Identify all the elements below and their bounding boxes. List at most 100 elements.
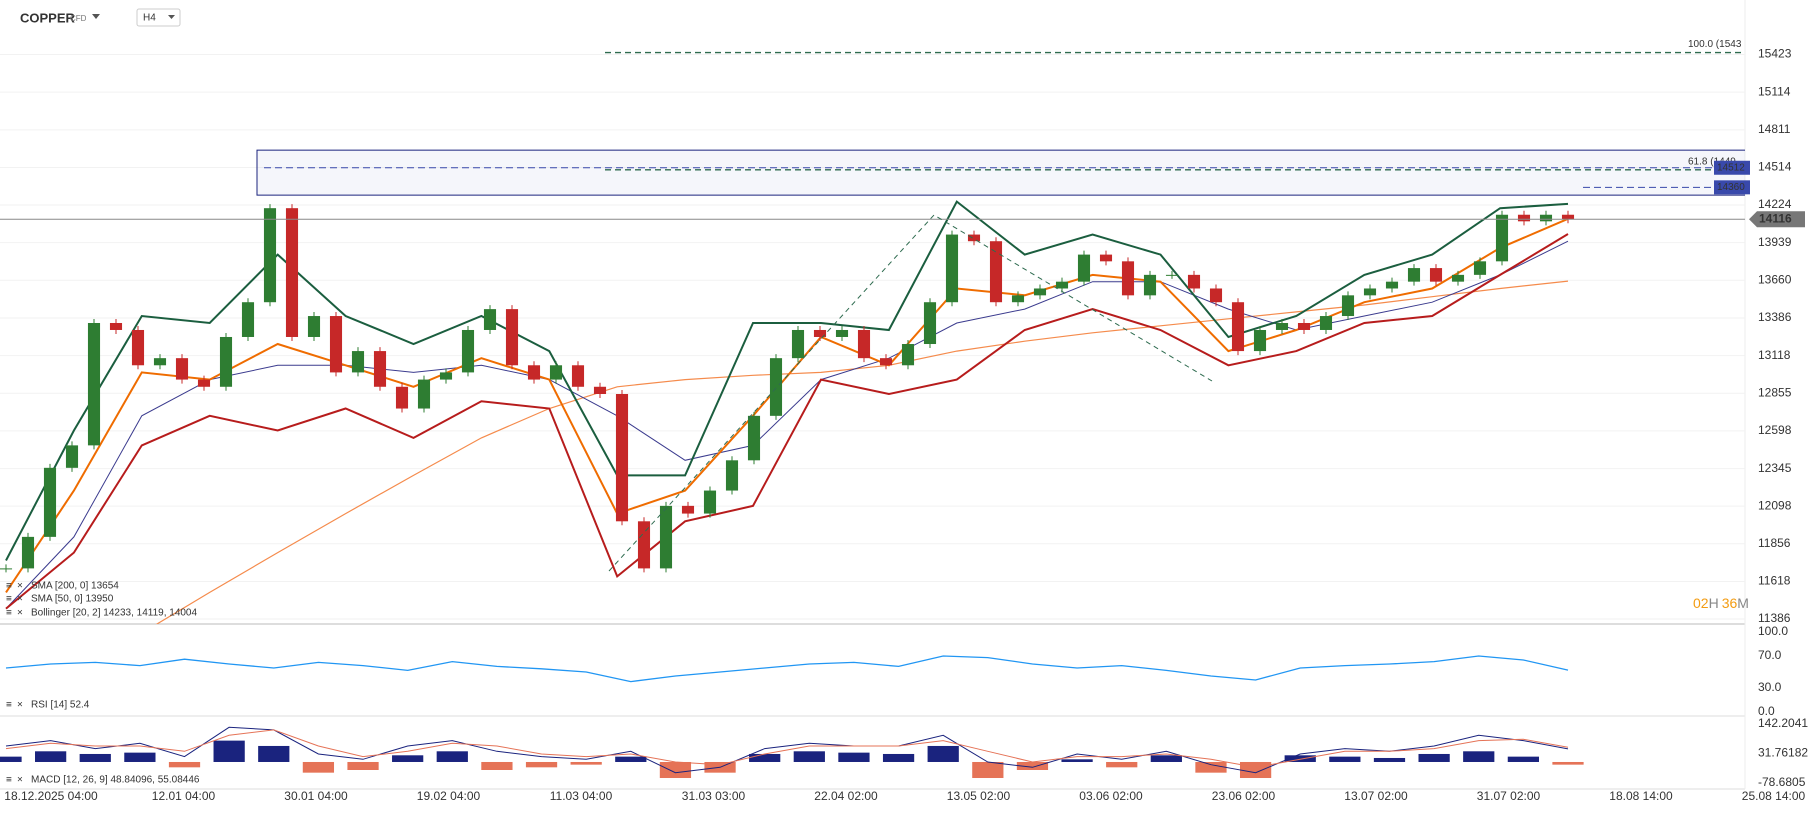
rsi-line: [5, 655, 1569, 683]
candle: [637, 521, 651, 569]
candle: [1253, 329, 1267, 352]
candle: [1407, 268, 1421, 282]
candle: [285, 208, 299, 337]
candle: [1033, 288, 1047, 296]
bollinger-lower: [5, 233, 1569, 610]
indicator-remove[interactable]: ×: [17, 608, 23, 619]
macd-line: [5, 726, 1569, 774]
price-zone: [256, 149, 1745, 196]
macd-histogram-bar: [1463, 751, 1495, 762]
candle: [21, 536, 35, 569]
current-price-tag: [1749, 211, 1805, 228]
candle: [549, 365, 563, 380]
price-tag: [1714, 180, 1750, 195]
countdown-minutes: 36: [1722, 595, 1738, 611]
macd-histogram-bar: [168, 761, 201, 768]
candle: [417, 379, 431, 409]
candle: [1495, 214, 1509, 262]
indicator-remove[interactable]: ×: [17, 775, 23, 786]
candle: [1275, 322, 1289, 330]
indicator-menu: ≡: [6, 608, 12, 619]
y-tick-label: 12098: [1758, 498, 1792, 512]
price-tag-label: 14512: [1717, 162, 1745, 173]
y-tick-label: 142.2041: [1758, 716, 1808, 730]
price-tag: [1714, 160, 1750, 175]
y-tick-label: 12855: [1758, 385, 1792, 399]
candle: [1077, 254, 1091, 282]
candle: [1473, 261, 1487, 275]
y-tick-label: 14224: [1758, 197, 1792, 211]
y-tick-label: 11856: [1758, 536, 1791, 550]
candle: [571, 365, 585, 387]
symbol[interactable]: COPPER: [20, 10, 76, 25]
indicator-remove[interactable]: ×: [17, 700, 23, 711]
candle: [197, 379, 211, 387]
macd-histogram-bar: [1016, 761, 1049, 770]
candle: [65, 445, 79, 468]
symbol-dropdown[interactable]: [92, 14, 100, 19]
macd-histogram-bar: [1507, 756, 1539, 762]
candle: [219, 336, 233, 387]
countdown-hours: 02: [1693, 595, 1709, 611]
timeframe-box[interactable]: [136, 8, 181, 27]
macd-histogram-bar: [35, 751, 67, 762]
x-tick-label: 22.04 02:00: [814, 789, 878, 803]
candle: [835, 329, 849, 337]
candle: [1099, 254, 1113, 262]
y-tick-label: 14811: [1758, 122, 1791, 136]
candle: [263, 208, 277, 303]
timeframe[interactable]: H4: [143, 13, 156, 24]
timeframe-dropdown[interactable]: [168, 15, 175, 19]
macd-histogram-bar: [570, 761, 602, 765]
macd-histogram-bar: [1150, 755, 1182, 762]
macd-histogram-bar: [392, 755, 424, 762]
candle: [461, 329, 475, 373]
y-tick-label: 31.76182: [1758, 746, 1808, 760]
candle: [439, 372, 453, 380]
candle: [725, 460, 739, 491]
candle: [615, 394, 629, 522]
candle: [1539, 214, 1553, 222]
countdown: 02H 36M: [1693, 595, 1749, 611]
y-tick-label: 13118: [1758, 348, 1791, 362]
indicator-menu: ≡: [6, 775, 12, 786]
candle: [1363, 288, 1377, 296]
candle: [1011, 295, 1025, 303]
fib-label: 61.8 (1449: [1688, 156, 1736, 167]
candle: [857, 329, 871, 359]
macd-histogram-bar: [882, 753, 915, 762]
indicator-legend: SMA [200, 0] 13654: [31, 581, 119, 592]
candle: [1143, 274, 1157, 296]
macd-histogram-bar: [1373, 757, 1406, 762]
macd-histogram-bar: [1195, 761, 1227, 773]
candle: [989, 241, 1003, 303]
fib-label: 100.0 (1543: [1688, 39, 1742, 50]
candle: [1341, 295, 1355, 317]
macd-histogram-bar: [927, 745, 959, 762]
candle: [1561, 214, 1575, 220]
candle: [681, 505, 695, 514]
macd-histogram-bar: [749, 753, 781, 762]
macd-histogram-bar: [436, 751, 468, 762]
candle: [329, 316, 343, 373]
y-tick-label: 12345: [1758, 461, 1792, 475]
indicator-remove[interactable]: ×: [17, 581, 23, 592]
candle: [1429, 268, 1443, 282]
candle: [307, 316, 321, 337]
candle: [1209, 288, 1223, 303]
candle: [1165, 274, 1179, 276]
signal-line: [5, 729, 1569, 768]
y-tick-label: 12598: [1758, 423, 1792, 437]
indicator-remove[interactable]: ×: [17, 594, 23, 605]
countdown-m: M: [1737, 595, 1749, 611]
macd-histogram-bar: [1239, 761, 1272, 779]
candle: [483, 309, 497, 330]
candle: [527, 365, 541, 380]
candle: [945, 234, 959, 303]
candle: [1319, 316, 1333, 330]
y-tick-label: -78.6805: [1758, 775, 1806, 789]
candle: [1385, 281, 1399, 289]
candle: [901, 344, 915, 366]
macd-histogram-bar: [1284, 755, 1316, 762]
